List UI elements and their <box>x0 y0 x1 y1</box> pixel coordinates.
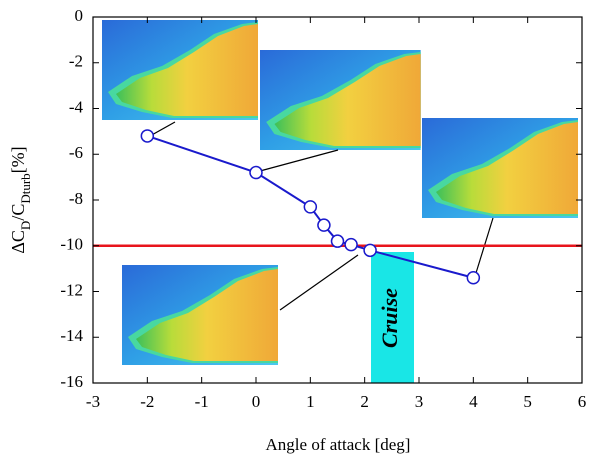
x-tick-label: 5 <box>523 392 532 411</box>
plot-area: Cruise <box>102 20 578 383</box>
y-axis-title-part: [%] <box>8 146 28 173</box>
x-axis-title: Angle of attack [deg] <box>266 435 411 454</box>
page: {"chart_data": {"type": "line", "xlabel"… <box>0 0 590 464</box>
y-tick-label: -8 <box>69 189 83 208</box>
thermal-image <box>122 265 278 365</box>
x-tick-label: 1 <box>306 392 315 411</box>
y-tick-label: -2 <box>69 52 83 71</box>
thermal-image <box>102 20 258 120</box>
data-point <box>250 167 262 179</box>
y-tick-label: 0 <box>75 6 84 25</box>
y-axis-title: ΔCD/CDturb[%] <box>8 146 33 253</box>
thermal-image <box>422 118 578 218</box>
annotation: Cruise <box>377 288 402 348</box>
thermal-image <box>260 50 421 150</box>
y-tick-label: -12 <box>60 280 83 299</box>
data-point <box>141 130 153 142</box>
data-point <box>364 244 376 256</box>
x-tick-label: 2 <box>360 392 369 411</box>
data-point <box>318 219 330 231</box>
x-tick-label: -3 <box>86 392 100 411</box>
x-tick-label: 6 <box>578 392 587 411</box>
connector <box>260 150 338 171</box>
data-point <box>304 201 316 213</box>
y-tick-label: -16 <box>60 372 83 391</box>
y-tick-label: -14 <box>60 326 83 345</box>
y-axis-title-part: /C <box>8 204 28 221</box>
y-axis-title-part: D <box>18 221 33 230</box>
x-tick-label: -2 <box>140 392 154 411</box>
y-axis-title-part: ΔC <box>8 230 28 254</box>
chart: Cruise Angle of attack [deg] ΔCD/CDturb[… <box>0 0 590 464</box>
data-point <box>467 272 479 284</box>
x-tick-label: 4 <box>469 392 478 411</box>
y-tick-label: -10 <box>60 235 83 254</box>
data-point <box>345 239 357 251</box>
x-tick-label: 3 <box>415 392 424 411</box>
connector <box>280 255 358 310</box>
x-tick-label: 0 <box>252 392 261 411</box>
y-tick-label: -6 <box>69 143 83 162</box>
y-axis-title-part: Dturb <box>18 173 33 203</box>
data-point <box>332 235 344 247</box>
y-tick-label: -4 <box>69 97 84 116</box>
x-tick-label: -1 <box>195 392 209 411</box>
